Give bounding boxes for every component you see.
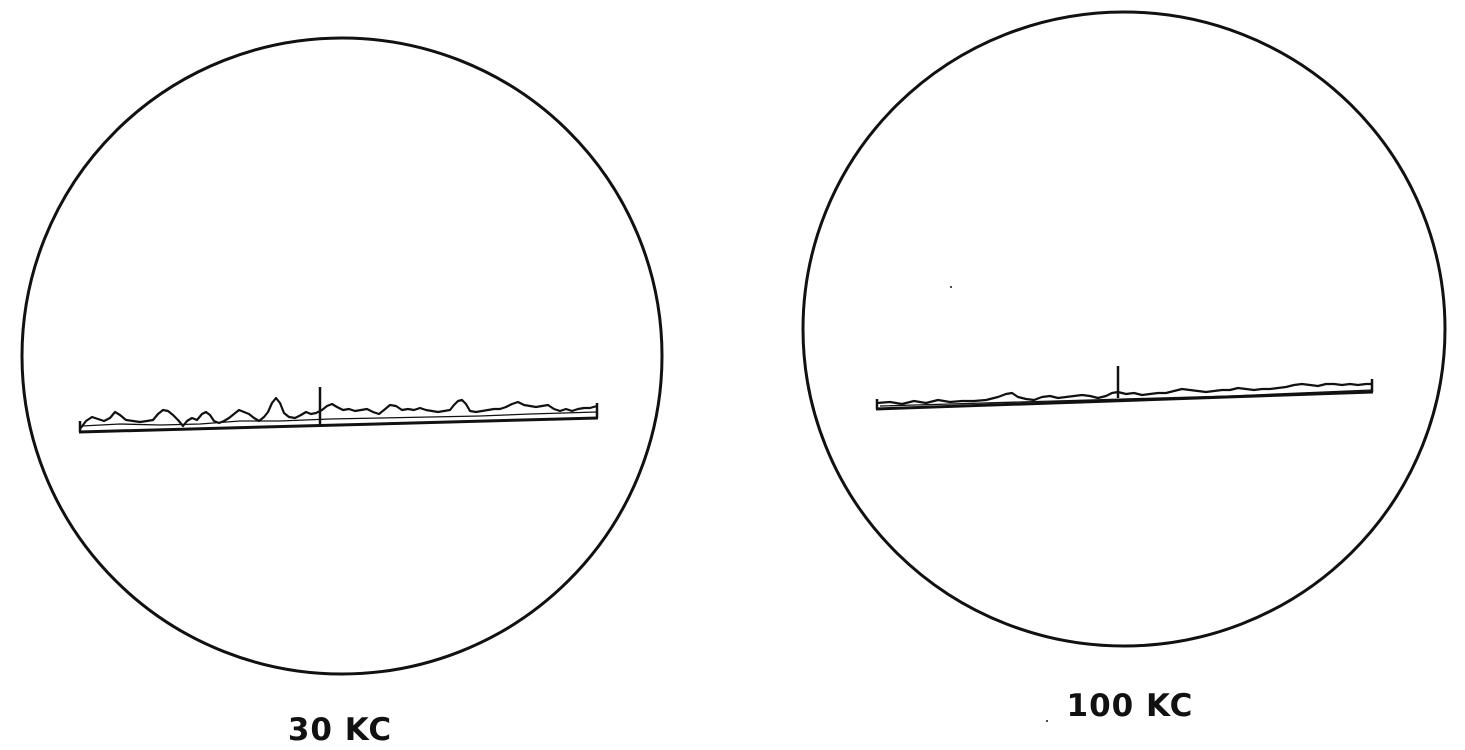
scope-30kc-lower-trace — [81, 411, 598, 427]
scan-speck — [1046, 720, 1048, 722]
scope-100kc-baseline — [875, 390, 1374, 411]
scope-100kc: 100 KC — [801, 10, 1447, 724]
scope-30kc-caption: 30 KC — [288, 712, 392, 748]
scope-100kc-lower-trace — [879, 389, 1373, 407]
scope-30kc: 30 KC — [20, 36, 664, 748]
scope-100kc-noise-trace — [876, 382, 1372, 406]
scope-100kc-caption: 100 KC — [1067, 688, 1194, 724]
scope-30kc-baseline — [78, 416, 599, 434]
scope-30kc-screen — [20, 36, 664, 676]
scan-speck — [950, 286, 952, 288]
scope-30kc-noise-trace — [79, 396, 598, 430]
scope-100kc-screen — [801, 10, 1447, 648]
